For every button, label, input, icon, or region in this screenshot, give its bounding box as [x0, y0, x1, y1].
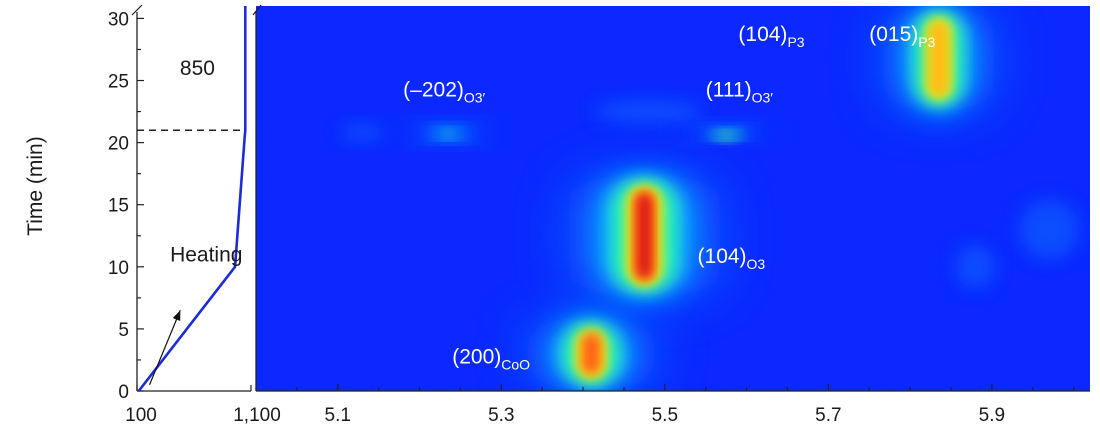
peak-contour-level	[637, 194, 652, 277]
heatmap-axes: 5.1 5.3 5.5 5.7 5.9	[252, 4, 1090, 426]
temperature-curve	[137, 6, 247, 392]
peak-o3-1	[569, 173, 720, 298]
peak-o3-3	[691, 123, 762, 141]
heating-arrow	[148, 310, 181, 386]
x-tick-label: 100	[125, 405, 157, 426]
heating-arrow-head	[172, 310, 181, 322]
temperature-panel: 0 5 10 15 20 25 30 100 1,100 850 Heating Time (m…	[24, 4, 281, 426]
temperature-axes: 0 5 10 15 20 25 30 100 1,100	[108, 4, 281, 426]
peak-coo-0	[526, 316, 657, 391]
heatmap-axis-break-mark	[252, 4, 262, 16]
peak-label: (104)O3	[698, 245, 766, 272]
heatmap-x-tick-label: 5.5	[652, 405, 678, 426]
y-tick-label: 0	[118, 382, 129, 403]
heatmap-texture	[340, 123, 385, 142]
y-tick-label: 20	[108, 134, 129, 155]
y-tick-label: 25	[108, 72, 129, 93]
heatmap-texture	[593, 99, 704, 124]
heatmap-texture	[1019, 199, 1080, 260]
heatmap-x-tick-label: 5.7	[815, 405, 841, 426]
heatmap-x-tick-label: 5.9	[979, 405, 1005, 426]
hold-temperature-label: 850	[180, 57, 215, 80]
x-tick-label: 1,100	[233, 405, 281, 426]
heatmap-x-tick-label: 5.1	[325, 405, 351, 426]
peak-contour-level	[432, 129, 464, 138]
y-axis-break-mark	[131, 4, 143, 16]
peak-label: (200)CoO	[452, 346, 530, 373]
y-axis-title: Time (min)	[24, 136, 47, 236]
peak-label: (–202)O3′	[403, 79, 485, 106]
peak-contour-level	[582, 334, 600, 373]
peak-label: (015)P3	[869, 23, 935, 50]
peak-o3-2	[413, 123, 484, 143]
y-tick-label: 30	[108, 9, 129, 30]
peak-label: (111)O3′	[706, 79, 774, 106]
peak-p3-4	[883, 6, 994, 112]
y-tick-label: 5	[118, 320, 129, 341]
y-tick-label: 10	[108, 258, 129, 279]
y-tick-label: 15	[108, 196, 129, 217]
peak-label: (104)P3	[738, 23, 804, 50]
heatmap-x-tick-label: 5.3	[488, 405, 514, 426]
heatmap-texture	[955, 244, 996, 289]
peak-contour-level	[928, 21, 949, 97]
heating-label: Heating	[170, 243, 242, 266]
peak-contour-level	[714, 132, 738, 141]
heatmap-panel: 5.1 5.3 5.5 5.7 5.9 (200)CoO (104)O3 (–202)O3′…	[252, 4, 1090, 426]
heatmap-surface	[256, 6, 1090, 391]
peak-labels: (200)CoO (104)O3 (–202)O3′ (111)O3′ (015)P3 (…	[403, 23, 935, 373]
